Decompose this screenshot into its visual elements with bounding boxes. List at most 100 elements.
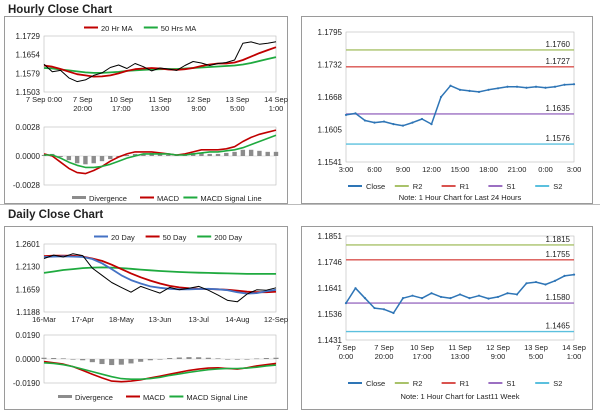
daily-macd-series-macd — [43, 360, 277, 383]
daily-pivot-legend-label: S1 — [506, 379, 515, 388]
daily-pivot-x-tick: 17:00 — [413, 352, 432, 361]
hourly-pivot-close-point — [439, 95, 443, 99]
daily-ma50-legend-label: 50 Day — [163, 233, 187, 242]
hourly-macd-divergence-bar — [166, 154, 171, 156]
daily-pivot-close-point — [430, 292, 433, 295]
daily-macd-divergence-bar — [60, 358, 66, 359]
hourly-pivot-plot-frame — [345, 31, 575, 163]
daily-pivot-close-point — [477, 294, 481, 297]
daily-price-plot-frame — [43, 243, 277, 313]
hourly-price-series-close — [43, 41, 277, 83]
daily-pivot-y-tick: 1.1851 — [318, 232, 343, 241]
daily-pivot-plot-frame — [345, 235, 575, 341]
hourly-pivot-close-point — [525, 86, 528, 89]
hourly-pivot-legend-label: Close — [366, 182, 385, 191]
daily-pivot-x-tick: 13 Sep — [524, 343, 548, 352]
daily-pivot-close-point — [344, 302, 348, 305]
daily-pivot-close-point — [515, 293, 519, 296]
hourly-macd-macd-legend-label: MACD — [157, 194, 180, 203]
daily-pivot-x-tick: 20:00 — [375, 352, 394, 361]
hourly-pivot-close-point — [373, 121, 376, 124]
hourly-pivot-close-point — [515, 85, 519, 88]
daily-macd-divergence-bar — [176, 357, 182, 359]
daily-price-series-20-day — [43, 255, 277, 295]
daily-macd-divergence-bar — [109, 359, 115, 366]
hourly-pivot-x-tick: 12:00 — [422, 165, 441, 174]
daily-pivot-close-point — [553, 279, 557, 282]
hourly-ma50-legend-label: 50 Hrs MA — [161, 24, 196, 33]
daily-pivot-y-tick: 1.1746 — [318, 258, 343, 267]
daily-macd-divergence-bar — [205, 357, 211, 359]
daily-pivot-close-point — [458, 293, 462, 296]
daily-pivot-x-tick: 9:00 — [491, 352, 506, 361]
hourly-pivot-close-point — [563, 83, 566, 86]
hourly-section-title: Hourly Close Chart — [8, 4, 113, 16]
daily-pivot-y-tick: 1.1431 — [318, 336, 343, 345]
daily-pivot-level-label-r2: 1.1815 — [546, 235, 571, 244]
hourly-macd-divergence-bar — [207, 153, 212, 156]
hourly-pivot-level-label-r2: 1.1760 — [546, 40, 571, 49]
hourly-price-x-tick: 13:00 — [151, 104, 170, 113]
daily-pivot-close-point — [496, 295, 500, 299]
daily-macd-macd-legend-label: MACD — [143, 393, 166, 402]
daily-price-x-tick: 18-May — [109, 315, 134, 324]
hourly-price-x-tick: 13 Sep — [225, 95, 249, 104]
daily-pivot-note: Note: 1 Hour Chart for Last11 Week — [401, 392, 520, 401]
hourly-pivot-close-point — [458, 88, 462, 91]
hourly-pivot-close-point — [487, 88, 490, 91]
daily-pivot-legend-label: Close — [366, 379, 385, 388]
daily-price-series-close — [43, 253, 277, 303]
daily-pivot-close-point — [439, 295, 443, 299]
hourly-pivot-close-point — [496, 87, 500, 90]
hourly-pivot-close-point — [449, 84, 452, 87]
hourly-macd-divergence-legend-swatch — [72, 196, 86, 199]
hourly-pivot-level-label-r1: 1.1727 — [546, 57, 571, 66]
daily-macd-divergence-bar — [128, 359, 134, 364]
hourly-pivot-y-tick: 1.1541 — [318, 158, 343, 167]
daily-pivot-close-point — [449, 297, 452, 300]
hourly-price-y-tick: 1.1503 — [16, 88, 41, 97]
hourly-price-y-tick: 1.1654 — [16, 51, 41, 60]
daily-pivot-close-point — [544, 283, 547, 286]
hourly-pivot-legend-label: S2 — [553, 182, 562, 191]
hourly-pivot-close-point — [382, 120, 386, 123]
daily-price-y-tick: 1.1188 — [16, 308, 40, 317]
daily-pivot-close-point — [572, 273, 576, 276]
hourly-macd-signal-legend-label: MACD Signal Line — [200, 194, 261, 203]
daily-macd-divergence-bar — [80, 359, 86, 361]
hourly-macd-divergence-bar — [132, 153, 138, 156]
daily-pivot-close-point — [354, 287, 357, 290]
hourly-pivot-y-tick: 1.1605 — [318, 126, 343, 135]
daily-pivot-level-label-r1: 1.1755 — [546, 250, 571, 259]
hourly-macd-series-macd-signal-line — [44, 134, 277, 169]
daily-pivot-x-tick: 13:00 — [451, 352, 470, 361]
daily-macd-signal-legend-label: MACD Signal Line — [186, 393, 247, 402]
hourly-price-y-tick: 1.1579 — [16, 69, 41, 78]
hourly-macd-divergence-bar — [232, 151, 237, 156]
hourly-pivot-x-tick: 3:00 — [339, 165, 354, 174]
daily-pivot-y-tick: 1.1536 — [318, 310, 343, 319]
daily-macd-divergence-bar — [89, 359, 95, 363]
hourly-pivot-legend-label: R2 — [413, 182, 423, 191]
daily-macd-divergence-bar — [138, 359, 144, 362]
daily-macd-divergence-bar — [157, 359, 163, 360]
hourly-macd-divergence-bar — [273, 151, 279, 156]
daily-price-y-tick: 1.2601 — [16, 240, 41, 249]
daily-macd-divergence-bar — [41, 357, 47, 359]
hourly-price-x-tick: 5:00 — [230, 104, 245, 113]
daily-pivot-x-tick: 0:00 — [339, 352, 354, 361]
hourly-ma20-legend-label: 20 Hr MA — [101, 24, 133, 33]
hourly-pivot-legend-label: R1 — [460, 182, 470, 191]
hourly-price-x-tick: 1:00 — [269, 104, 284, 113]
daily-macd-divergence-bar — [225, 359, 231, 360]
hourly-macd-divergence-bar — [199, 152, 204, 156]
hourly-price-y-tick: 1.1729 — [16, 32, 41, 41]
daily-pivot-legend-label: R1 — [460, 379, 470, 388]
hourly-pivot-close-point — [411, 121, 414, 124]
daily-macd-divergence-legend-swatch — [58, 395, 72, 398]
hourly-macd-divergence-bar — [91, 156, 96, 164]
hourly-pivot-level-label-s1: 1.1635 — [546, 104, 571, 113]
hourly-pivot-legend-label: S1 — [506, 182, 515, 191]
hourly-pivot-close-point — [363, 119, 367, 122]
